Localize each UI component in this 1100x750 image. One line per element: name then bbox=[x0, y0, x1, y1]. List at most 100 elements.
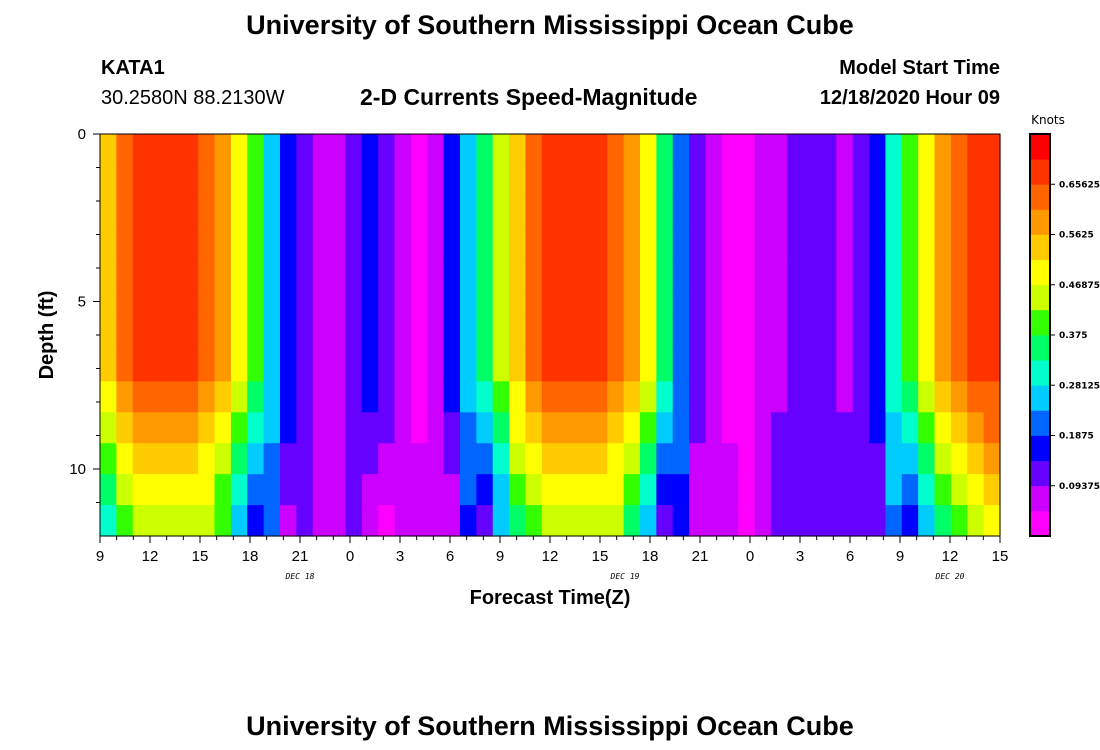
heatmap-cell bbox=[672, 319, 690, 352]
heatmap-cell bbox=[460, 134, 477, 166]
heatmap-cell bbox=[181, 350, 199, 382]
heatmap-cell bbox=[574, 412, 592, 444]
heatmap-cell bbox=[836, 474, 854, 506]
heatmap-cell bbox=[149, 195, 167, 228]
heatmap-cell bbox=[950, 381, 968, 413]
heatmap-cell bbox=[378, 474, 396, 506]
heatmap-cell bbox=[656, 195, 674, 228]
heatmap-cell bbox=[738, 474, 756, 506]
heatmap-cell bbox=[901, 319, 919, 352]
heatmap-cell bbox=[476, 195, 494, 228]
x-tick-label: 21 bbox=[292, 548, 309, 565]
heatmap-cell bbox=[410, 164, 428, 197]
heatmap-cell bbox=[574, 505, 592, 537]
heatmap-cell bbox=[983, 443, 1001, 475]
heatmap-cell bbox=[934, 257, 952, 290]
heatmap-cell bbox=[427, 319, 445, 352]
heatmap-cell bbox=[689, 443, 707, 475]
heatmap-cell bbox=[460, 350, 477, 382]
heatmap-cell bbox=[149, 443, 167, 475]
heatmap-cell bbox=[345, 412, 363, 444]
heatmap-cell bbox=[590, 505, 608, 537]
heatmap-cell bbox=[836, 134, 854, 166]
heatmap-cell bbox=[803, 319, 821, 352]
heatmap-cell bbox=[607, 474, 625, 506]
heatmap-cell bbox=[181, 505, 199, 537]
heatmap-cell bbox=[541, 164, 559, 197]
heatmap-cell bbox=[132, 350, 150, 382]
heatmap-cell bbox=[280, 412, 297, 444]
heatmap-cell bbox=[967, 350, 985, 382]
heatmap-cell bbox=[705, 474, 723, 506]
heatmap-cell bbox=[410, 195, 428, 228]
heatmap-cell bbox=[738, 350, 756, 382]
heatmap-cell bbox=[787, 443, 805, 475]
heatmap-cell bbox=[181, 443, 199, 475]
heatmap-cell bbox=[820, 288, 837, 321]
heatmap-cell bbox=[983, 381, 1001, 413]
heatmap-cell bbox=[689, 226, 707, 259]
heatmap-cell bbox=[558, 226, 576, 259]
heatmap-cell bbox=[721, 319, 739, 352]
heatmap-cell bbox=[705, 195, 723, 228]
station-coordinates: 30.2580N 88.2130W bbox=[101, 87, 285, 109]
heatmap-cell bbox=[672, 505, 690, 537]
heatmap-cell bbox=[541, 288, 559, 321]
colorbar-tick-label: 0.28125 bbox=[1059, 381, 1100, 391]
heatmap-cell bbox=[149, 226, 167, 259]
heatmap-cell bbox=[312, 226, 330, 259]
heatmap-cell bbox=[918, 257, 936, 290]
colorbar-tick-label: 0.375 bbox=[1059, 331, 1087, 341]
heatmap-cell bbox=[705, 443, 723, 475]
heatmap-cell bbox=[836, 319, 854, 352]
x-axis-label: Forecast Time(Z) bbox=[470, 587, 631, 609]
heatmap-cell bbox=[934, 195, 952, 228]
heatmap-cell bbox=[361, 443, 379, 475]
heatmap-cell bbox=[312, 134, 330, 166]
heatmap-cell bbox=[640, 350, 657, 382]
heatmap-cell bbox=[689, 288, 707, 321]
heatmap-cell bbox=[623, 381, 641, 413]
heatmap-cell bbox=[901, 257, 919, 290]
heatmap-cell bbox=[492, 381, 510, 413]
heatmap-cell bbox=[165, 319, 183, 352]
heatmap-cell bbox=[149, 381, 167, 413]
heatmap-cell bbox=[443, 195, 461, 228]
heatmap-cell bbox=[885, 319, 903, 352]
heatmap-cell bbox=[476, 288, 494, 321]
heatmap-cell bbox=[165, 443, 183, 475]
x-tick-label: 21 bbox=[692, 548, 709, 565]
heatmap-cell bbox=[460, 195, 477, 228]
heatmap-cell bbox=[263, 134, 281, 166]
heatmap-cell bbox=[280, 505, 297, 537]
heatmap-cell bbox=[165, 134, 183, 166]
heatmap-cell bbox=[738, 381, 756, 413]
heatmap-cell bbox=[214, 443, 232, 475]
heatmap-cell bbox=[623, 412, 641, 444]
heatmap-cell bbox=[869, 505, 887, 537]
heatmap-cell bbox=[247, 505, 265, 537]
heatmap-cell bbox=[116, 288, 134, 321]
heatmap-cell bbox=[525, 412, 543, 444]
x-tick-label: 9 bbox=[896, 548, 904, 565]
heatmap-cell bbox=[934, 288, 952, 321]
heatmap-cell bbox=[950, 474, 968, 506]
heatmap-cell bbox=[116, 226, 134, 259]
heatmap-cell bbox=[934, 412, 952, 444]
heatmap-cell bbox=[198, 443, 216, 475]
heatmap-cell bbox=[820, 505, 837, 537]
heatmap-cell bbox=[394, 505, 412, 537]
heatmap-cell bbox=[672, 443, 690, 475]
heatmap-cell bbox=[525, 134, 543, 166]
x-axis: 9 12 15 18 21 0 3 6 9 12 15 18 21 0 3 6 9 12 15 DEC 18 DEC 1… bbox=[96, 536, 1008, 581]
heatmap-cell bbox=[345, 134, 363, 166]
heatmap-cell bbox=[509, 288, 527, 321]
heatmap-cell bbox=[869, 474, 887, 506]
colorbar-segment bbox=[1030, 209, 1050, 235]
heatmap-cell bbox=[705, 319, 723, 352]
y-tick-label: 10 bbox=[69, 461, 86, 478]
heatmap-cell bbox=[230, 412, 248, 444]
heatmap-cell bbox=[165, 381, 183, 413]
heatmap-cell bbox=[116, 257, 134, 290]
heatmap-cell bbox=[263, 474, 281, 506]
